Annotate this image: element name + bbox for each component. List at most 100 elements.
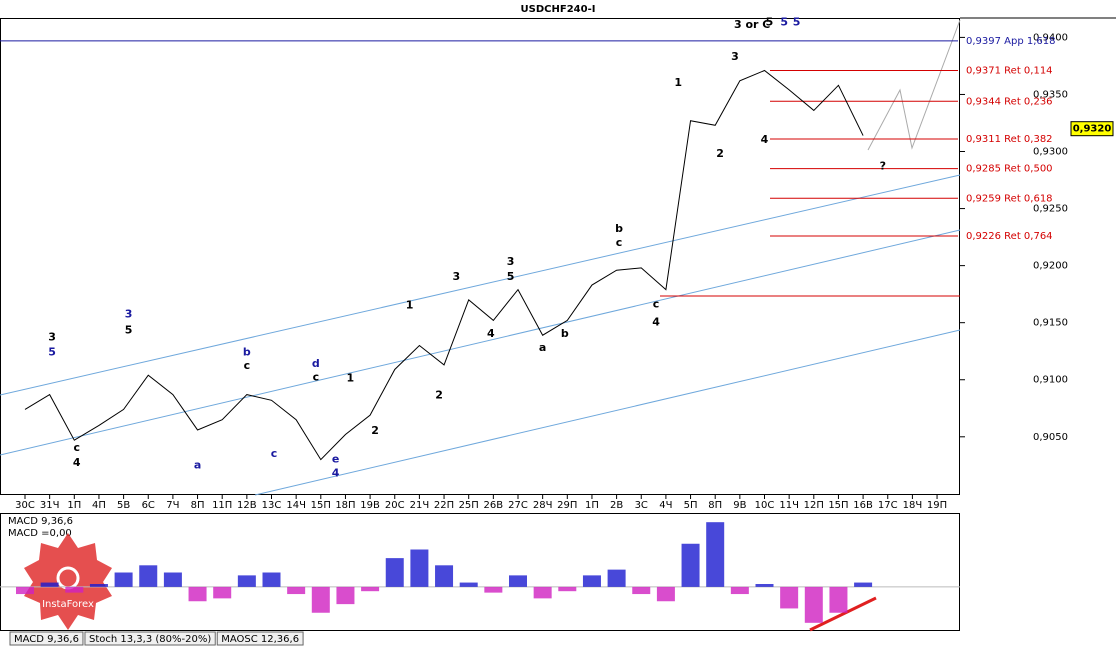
histogram-bar: [582, 575, 601, 587]
histogram-bar: [410, 549, 429, 587]
wave-label: 2: [435, 389, 443, 402]
y-tick-label: 0,9300: [1033, 147, 1068, 158]
x-tick-label: 12В: [237, 500, 257, 511]
histogram-bar: [509, 575, 527, 587]
tab-label: MAOSC 12,36,6: [221, 634, 299, 645]
wave-label: 4: [652, 316, 660, 329]
histogram-bar: [484, 586, 503, 593]
level-label: 0,9285 Ret 0,500: [966, 164, 1053, 175]
histogram-bar: [361, 586, 380, 592]
logo-text: InstaForex: [42, 599, 94, 610]
x-tick-label: 31Ч: [40, 500, 60, 511]
wave-label: b: [561, 327, 569, 340]
histogram-bar: [139, 565, 158, 587]
x-tick-label: 5В: [117, 500, 130, 511]
histogram-bar: [16, 586, 34, 595]
histogram-bar: [459, 582, 478, 587]
projection: [867, 19, 961, 151]
y-tick-label: 0,9200: [1033, 261, 1068, 272]
histogram-bar: [435, 565, 454, 587]
wave-label: 4: [487, 327, 495, 340]
wave-label: 5: [48, 345, 56, 358]
x-tick-label: 2В: [610, 500, 623, 511]
x-tick-label: 4Ч: [659, 500, 672, 511]
histogram-bar: [706, 522, 725, 587]
x-tick-label: 15П: [828, 500, 848, 511]
y-tick-label: 0,9400: [1033, 32, 1068, 43]
y-tick-label: 0,9350: [1033, 89, 1068, 100]
x-tick-label: 27С: [508, 500, 528, 511]
x-tick-label: 18П: [335, 500, 355, 511]
wave-label: b: [615, 222, 623, 235]
x-tick-label: 16В: [853, 500, 873, 511]
histogram-bar: [89, 584, 108, 587]
channel-line: [0, 174, 961, 396]
x-tick-label: 18Ч: [903, 500, 923, 511]
wave-label: c: [616, 236, 623, 249]
wave-label: 1: [406, 299, 414, 312]
level-label: 0,9226 Ret 0,764: [966, 231, 1053, 242]
x-tick-label: 26В: [484, 500, 504, 511]
price-frame: [0, 18, 960, 495]
histogram-bar: [632, 586, 651, 595]
level-label: 0,9397 App 1,618: [966, 36, 1056, 47]
wave-label: 2: [716, 147, 724, 160]
x-tick-label: 15П: [311, 500, 331, 511]
wave-label: c: [73, 441, 80, 454]
histogram-bar: [65, 586, 84, 593]
histogram-bar: [40, 582, 59, 587]
histogram-bar: [213, 586, 232, 599]
histogram-bar: [533, 586, 552, 599]
histogram-bar: [262, 572, 281, 587]
x-tick-label: 28Ч: [533, 500, 553, 511]
macd-frame: [0, 513, 960, 631]
wave-label: 3: [731, 50, 739, 63]
wave-label: d: [312, 357, 320, 370]
x-tick-label: 14Ч: [286, 500, 306, 511]
x-tick-label: 13С: [262, 500, 282, 511]
y-tick-label: 0,9100: [1033, 375, 1068, 386]
histogram-bar: [755, 584, 774, 587]
x-tick-label: 17С: [878, 500, 898, 511]
histogram-bar: [287, 586, 306, 595]
wave-label: c: [313, 370, 320, 383]
wave-label: c: [244, 359, 251, 372]
wave-label: 3: [453, 270, 461, 283]
chart-title: USDCHF240-I: [521, 4, 596, 15]
x-tick-label: 19В: [360, 500, 380, 511]
x-tick-label: 12П: [804, 500, 824, 511]
histogram-bar: [114, 572, 133, 587]
wave-label: 1: [347, 372, 355, 385]
wave-label: c: [271, 447, 278, 460]
wave-label: b: [243, 345, 251, 358]
tab-label: Stoch 13,3,3 (80%-20%): [89, 634, 211, 645]
histogram-bar: [854, 582, 873, 587]
tab: [84, 631, 216, 646]
tab: [9, 631, 84, 646]
wave-label: 5: [780, 16, 788, 29]
wave-label: 4: [73, 456, 81, 469]
wave-label: 1: [674, 76, 682, 89]
histogram-bar: [730, 586, 749, 595]
level-label: 0,9311 Ret 0,382: [966, 134, 1053, 145]
tabs: MACD 9,36,6 Stoch 13,3,3 (80%-20%) MAOSC 1…: [9, 631, 304, 646]
x-tick-label: 7Ч: [166, 500, 179, 511]
x-tick-label: 4П: [92, 500, 106, 511]
level-label: 0,9344 Ret 0,236: [966, 96, 1053, 107]
channel-line: [254, 329, 961, 496]
wave-label: 5: [766, 16, 774, 29]
x-tick-label: 1П: [67, 500, 81, 511]
x-tick-label: 22П: [434, 500, 454, 511]
wave-label: 3 or C: [734, 18, 770, 31]
price-box-label: 0,9320: [1073, 124, 1112, 135]
x-tick-label: 5П: [684, 500, 698, 511]
histogram-bar: [829, 586, 848, 613]
wave-label: a: [539, 341, 546, 354]
histogram-bar: [163, 572, 182, 587]
tab-label: MACD 9,36,6: [14, 634, 79, 645]
x-tick-label: 8П: [708, 500, 722, 511]
histogram-bar: [188, 586, 207, 602]
histogram-bar: [237, 575, 256, 587]
